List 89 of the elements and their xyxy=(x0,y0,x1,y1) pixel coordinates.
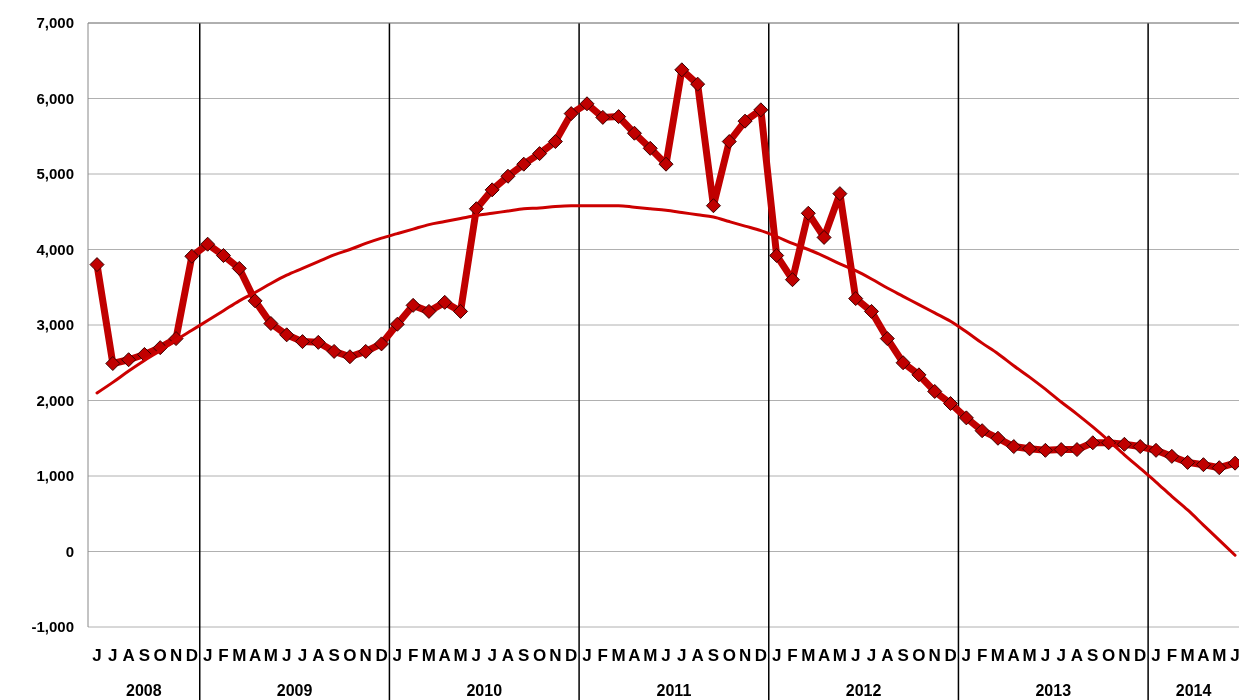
text: 2010 xyxy=(466,682,503,699)
text: 2008 xyxy=(126,682,162,699)
x-tick-label: A xyxy=(881,646,894,665)
x-tick-label: M xyxy=(421,646,437,665)
x-tick-label: A xyxy=(817,646,831,665)
x-tick-label: M xyxy=(1212,646,1227,665)
y-tick-label: 5,000 xyxy=(36,165,74,183)
x-tick-label: N xyxy=(359,646,372,665)
x-tick-label: O xyxy=(722,646,736,665)
x-tick-label: J xyxy=(677,646,687,665)
x-tick-label: S xyxy=(1087,646,1099,665)
y-tick-label: 2,000 xyxy=(36,391,74,409)
x-tick-label: M xyxy=(990,646,1006,665)
y-tick-label: 3,000 xyxy=(36,316,74,334)
y-tick-label: 4,000 xyxy=(36,240,74,258)
x-tick-label: J xyxy=(961,646,972,665)
x-tick-label: F xyxy=(218,646,229,665)
x-tick-label: M xyxy=(801,646,816,665)
x-tick-label: D xyxy=(944,646,957,665)
x-tick-label: J xyxy=(582,646,592,665)
x-tick-label: M xyxy=(263,646,278,665)
x-tick-label: M xyxy=(1180,646,1195,665)
x-tick-label: S xyxy=(138,646,151,665)
x-tick-label: J xyxy=(661,646,671,665)
x-tick-label: D xyxy=(754,646,768,665)
x-tick-label: A xyxy=(1070,646,1084,665)
x-tick-label: O xyxy=(343,646,357,665)
x-tick-label: M xyxy=(643,646,658,665)
x-tick-label: S xyxy=(518,646,530,665)
text: 2011 xyxy=(656,682,692,699)
x-tick-label: D xyxy=(565,646,578,665)
x-tick-label: M xyxy=(611,646,626,665)
x-tick-label: S xyxy=(897,646,909,665)
x-tick-label: A xyxy=(1007,646,1020,665)
text: 2014 xyxy=(1175,682,1212,699)
y-tick-label: 7,000 xyxy=(36,14,74,32)
y-tick-label: 1,000 xyxy=(36,467,74,485)
x-tick-label: D xyxy=(185,646,198,665)
x-tick-label: A xyxy=(438,646,451,665)
x-tick-label: N xyxy=(549,646,562,665)
x-tick-label: O xyxy=(532,646,547,665)
x-tick-label: N xyxy=(1118,646,1131,665)
text: 2012 xyxy=(845,682,882,699)
x-tick-label: J xyxy=(392,646,403,665)
x-tick-label: J xyxy=(297,646,308,665)
x-tick-label: A xyxy=(122,646,135,665)
x-tick-label: J xyxy=(487,646,497,665)
x-tick-label: N xyxy=(169,646,183,665)
x-tick-label: F xyxy=(1166,646,1178,665)
x-tick-label: M xyxy=(1022,646,1037,665)
x-tick-label: O xyxy=(1101,646,1116,665)
x-tick-label: S xyxy=(707,646,720,665)
x-tick-label: A xyxy=(312,646,325,665)
x-tick-label: J xyxy=(866,646,877,665)
x-tick-label: A xyxy=(501,646,515,665)
x-tick-label: J xyxy=(1151,646,1161,665)
x-tick-label: N xyxy=(928,646,941,665)
x-tick-label: F xyxy=(407,646,419,665)
x-tick-label: F xyxy=(597,646,608,665)
text: 2009 xyxy=(276,682,313,699)
x-tick-label: N xyxy=(738,646,752,665)
x-tick-label: M xyxy=(453,646,468,665)
x-tick-label: J xyxy=(92,646,102,665)
x-tick-label: O xyxy=(912,646,926,665)
x-tick-label: J xyxy=(771,646,782,665)
x-tick-label: J xyxy=(1230,646,1239,665)
x-tick-label: J xyxy=(1056,646,1066,665)
text: 2013 xyxy=(1035,682,1072,699)
x-tick-label: F xyxy=(976,646,988,665)
x-tick-label: D xyxy=(1134,646,1147,665)
x-tick-label: A xyxy=(628,646,641,665)
y-tick-label: 0 xyxy=(65,542,74,560)
x-tick-label: M xyxy=(832,646,847,665)
x-tick-label: J xyxy=(471,646,482,665)
x-tick-label: A xyxy=(1197,646,1210,665)
x-tick-label: J xyxy=(108,646,118,665)
y-tick-label: 6,000 xyxy=(36,89,74,107)
x-tick-label: J xyxy=(850,646,861,665)
x-tick-label: J xyxy=(1040,646,1051,665)
x-tick-label: O xyxy=(153,646,167,665)
x-tick-label: S xyxy=(328,646,340,665)
x-tick-label: J xyxy=(281,646,292,665)
x-tick-label: M xyxy=(232,646,247,665)
x-tick-label: F xyxy=(787,646,798,665)
x-tick-label: D xyxy=(375,646,388,665)
x-tick-label: J xyxy=(202,646,213,665)
x-tick-label: A xyxy=(248,646,262,665)
x-tick-label: A xyxy=(691,646,704,665)
y-tick-label: -1,000 xyxy=(31,618,74,636)
